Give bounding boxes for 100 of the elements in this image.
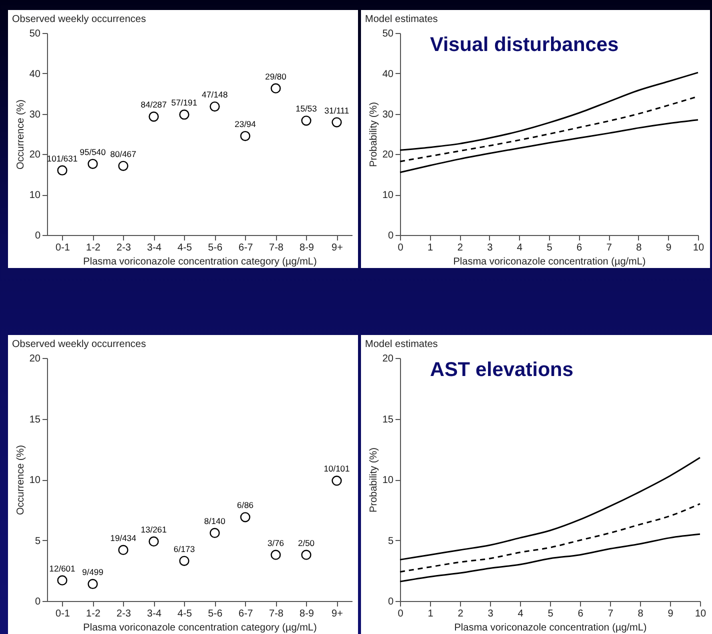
- x-tick-label: 6-7: [238, 608, 254, 620]
- data-label: 12/601: [49, 563, 76, 574]
- x-axis-title: Plasma voriconazole concentration (µg/mL): [453, 256, 646, 268]
- x-tick-label: 3-4: [147, 242, 162, 254]
- point: [332, 117, 342, 128]
- point: [240, 130, 250, 142]
- point: [210, 528, 220, 538]
- y-tick-label: 20: [29, 354, 41, 364]
- line-series: [399, 456, 701, 560]
- y-tick-label: 10: [29, 475, 41, 486]
- x-tick-label: 5: [548, 608, 554, 620]
- y-tick-label: 0: [388, 596, 394, 608]
- x-axis-title: Plasma voriconazole concentration (µg/mL): [454, 622, 647, 634]
- x-tick-label: 9: [666, 242, 672, 254]
- data-label: 95/540: [80, 146, 106, 157]
- x-tick-label: 1-2: [86, 242, 101, 254]
- x-axis-title: Plasma voriconazole concentration category (µg/mL): [83, 256, 317, 268]
- annotation: AST elevations: [430, 359, 574, 381]
- point: [210, 101, 220, 112]
- y-axis-title: Occurrence (%): [15, 99, 26, 170]
- line-series: [399, 72, 699, 151]
- y-tick-label: 0: [388, 230, 394, 242]
- x-tick-label: 4-5: [178, 242, 192, 254]
- data-label: 13/261: [140, 524, 168, 534]
- x-tick-label: 8-9: [300, 608, 314, 620]
- x-tick-label: 10: [692, 242, 704, 254]
- y-tick-label: 30: [29, 109, 41, 120]
- chart-title: Observed weekly occurrences: [12, 14, 146, 25]
- point: [270, 550, 281, 560]
- data-label: 84/287: [140, 100, 168, 110]
- point: [88, 158, 98, 169]
- annotation: Visual disturbances: [430, 34, 619, 56]
- y-tick-label: 0: [34, 230, 41, 242]
- point: [88, 578, 98, 590]
- x-tick-label: 4: [516, 242, 523, 254]
- y-tick-label: 10: [382, 190, 394, 202]
- y-axis-title: Probability (%): [368, 447, 380, 513]
- chart-title: Observed weekly occurrences: [12, 339, 146, 350]
- data-label: 3/76: [267, 538, 284, 548]
- x-tick-label: 7-8: [269, 242, 284, 254]
- y-axis-title: Probability (%): [368, 102, 380, 168]
- x-tick-label: 9: [668, 608, 674, 620]
- chart-title: Model estimates: [365, 14, 438, 25]
- x-tick-label: 2-3: [116, 608, 132, 620]
- data-label: 31/111: [324, 105, 350, 116]
- data-label: 57/191: [171, 98, 198, 108]
- x-tick-label: 7: [608, 608, 614, 620]
- point: [301, 550, 312, 560]
- x-tick-label: 3: [487, 242, 494, 254]
- y-tick-label: 30: [382, 109, 394, 120]
- x-tick-label: 10: [694, 608, 706, 620]
- line-series: [399, 119, 699, 174]
- y-tick-label: 50: [382, 28, 394, 40]
- point: [301, 116, 312, 126]
- x-tick-label: 0-1: [56, 608, 70, 620]
- x-tick-label: 7-8: [269, 608, 284, 620]
- data-label: 8/140: [204, 516, 226, 526]
- y-tick-label: 5: [34, 536, 41, 547]
- x-tick-label: 4: [518, 608, 524, 620]
- chart-title: Model estimates: [365, 339, 438, 350]
- x-tick-label: 5-6: [208, 242, 223, 254]
- point: [179, 556, 190, 566]
- x-tick-label: 3: [488, 608, 494, 620]
- data-label: 29/80: [265, 71, 287, 82]
- data-label: 6/173: [174, 544, 196, 554]
- x-tick-label: 2-3: [116, 242, 132, 254]
- point: [148, 536, 159, 547]
- y-tick-label: 40: [382, 68, 394, 80]
- y-tick-label: 20: [29, 150, 41, 161]
- point: [57, 165, 68, 176]
- x-tick-label: 2: [458, 608, 464, 620]
- x-tick-label: 1: [428, 608, 434, 620]
- data-label: 23/94: [234, 119, 256, 130]
- x-tick-label: 8: [638, 608, 644, 620]
- x-tick-label: 7: [606, 242, 612, 254]
- line-series: [399, 503, 701, 573]
- y-axis-title: Occurrence (%): [15, 444, 26, 516]
- x-axis-title: Plasma voriconazole concentration category (µg/mL): [83, 622, 317, 634]
- data-label: 9/499: [82, 566, 104, 577]
- point: [270, 83, 281, 94]
- data-label: 80/467: [110, 148, 137, 159]
- x-tick-label: 6: [576, 242, 583, 254]
- point: [240, 512, 250, 522]
- x-tick-label: 9+: [332, 608, 344, 620]
- data-label: 19/434: [110, 532, 137, 543]
- x-tick-label: 0: [398, 242, 404, 254]
- data-label: 10/101: [324, 464, 350, 474]
- line-series: [399, 533, 701, 582]
- x-tick-label: 8: [636, 242, 642, 254]
- x-tick-label: 5: [546, 242, 553, 254]
- x-tick-label: 4-5: [178, 608, 192, 620]
- x-tick-label: 1-2: [86, 608, 101, 620]
- point: [148, 112, 159, 122]
- x-tick-label: 8-9: [300, 242, 314, 254]
- y-tick-label: 50: [29, 28, 41, 40]
- data-label: 15/53: [296, 104, 318, 114]
- point: [57, 575, 68, 586]
- y-tick-label: 10: [382, 475, 394, 486]
- x-tick-label: 3-4: [147, 608, 162, 620]
- y-tick-label: 20: [382, 354, 394, 364]
